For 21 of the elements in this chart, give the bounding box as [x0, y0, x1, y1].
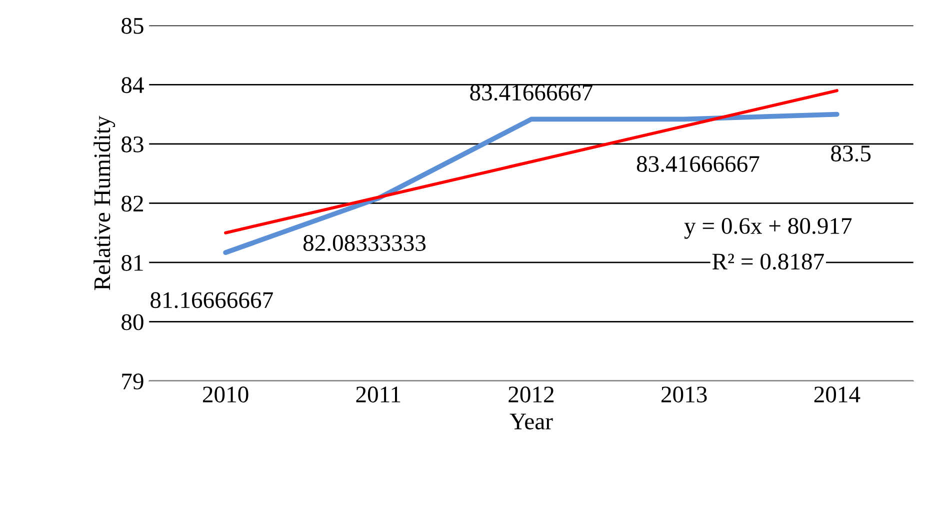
x-tick-label: 2010 [202, 386, 248, 402]
x-tick-label: 2011 [356, 386, 400, 402]
data-label: 82.08333333 [303, 235, 426, 252]
annotation: y = 0.6x + 80.917 [684, 218, 852, 239]
data-label: 81.16666667 [150, 292, 273, 308]
y-tick-label: 85 [122, 18, 144, 34]
x-axis-title: Year [510, 414, 553, 430]
x-tick-label: 2014 [814, 386, 860, 402]
y-tick-label: 79 [122, 374, 144, 390]
y-tick-label: 84 [122, 77, 144, 94]
annotation: R² = 0.8187 [712, 254, 824, 270]
y-tick-label: 81 [122, 254, 143, 271]
data-label: 83.5 [831, 146, 871, 162]
y-tick-label: 82 [122, 196, 143, 212]
data-label: 83.41666667 [636, 156, 760, 172]
data-label: 83.41666667 [470, 84, 593, 101]
y-tick-label: 83 [122, 136, 144, 152]
y-tick-label: 80 [122, 314, 144, 330]
y-axis-title: Relative Humidity [94, 116, 116, 290]
x-tick-label: 2013 [662, 386, 707, 402]
x-tick-label: 2012 [508, 386, 554, 402]
